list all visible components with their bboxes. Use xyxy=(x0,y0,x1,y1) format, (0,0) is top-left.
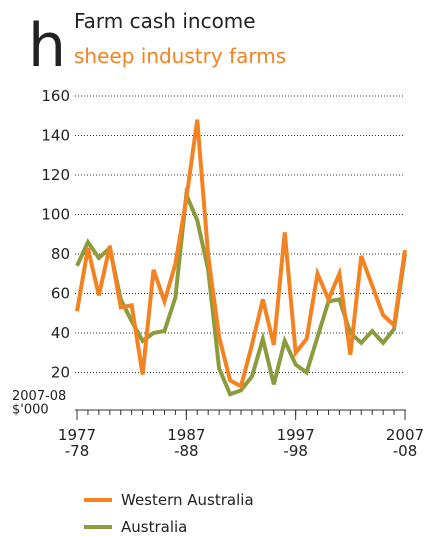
y-tick-label: 80 xyxy=(51,245,70,263)
chart-title: Farm cash income xyxy=(74,9,256,33)
y-tick-label: 20 xyxy=(51,364,70,382)
x-tick-label: 1997 -98 xyxy=(277,426,315,460)
x-tick-label: 2007 -08 xyxy=(386,426,424,460)
y-axis-label: 2007-08 $'000 xyxy=(12,389,66,418)
line-series xyxy=(75,119,407,390)
panel-letter: h xyxy=(28,11,66,81)
legend-label: Australia xyxy=(121,518,187,536)
y-tick-label: 140 xyxy=(41,127,70,145)
y-tick-label: 120 xyxy=(41,166,70,184)
y-tick-label: 100 xyxy=(41,206,70,224)
line-series xyxy=(75,186,407,397)
x-tick-label: 1987 -88 xyxy=(167,426,205,460)
y-tick-label: 160 xyxy=(41,87,70,105)
x-tick-label: 1977 -78 xyxy=(58,426,96,460)
y-tick-label: 60 xyxy=(51,285,70,303)
chart-subtitle: sheep industry farms xyxy=(74,44,286,68)
legend-label: Western Australia xyxy=(121,491,254,509)
y-tick-label: 40 xyxy=(51,324,70,342)
